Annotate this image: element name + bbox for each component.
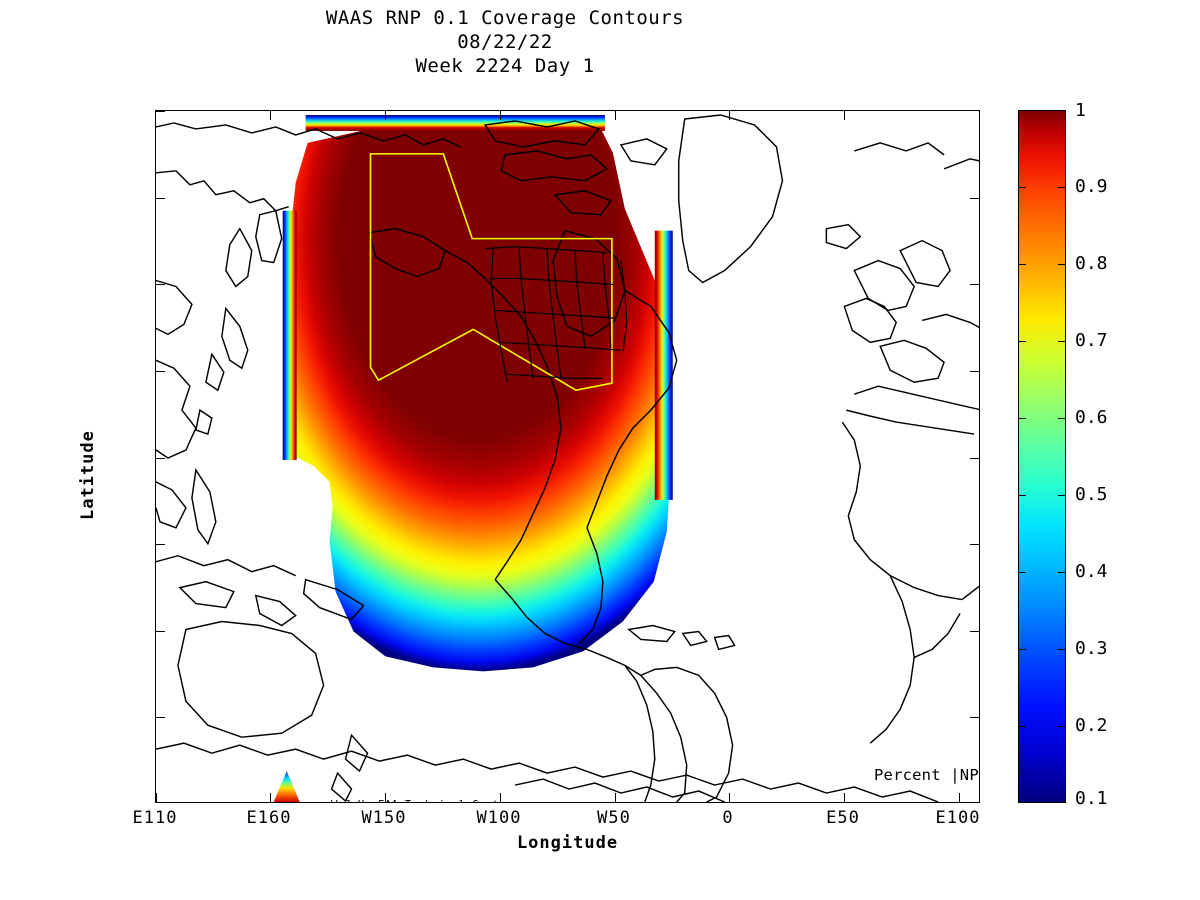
colorbar-label-0: 1 — [1075, 100, 1086, 121]
x-tick-2 — [385, 793, 386, 802]
y-tick-r1 — [970, 198, 979, 199]
x-tick-label-4: W50 — [597, 808, 631, 828]
map-canvas — [156, 114, 979, 802]
coverage-north-edge — [305, 114, 605, 131]
colorbar-tick-8 — [1018, 726, 1026, 727]
colorbar-tick-r3 — [1058, 341, 1066, 342]
colorbar-tick-3 — [1018, 341, 1026, 342]
coverage-region — [284, 116, 672, 672]
y-tick-2 — [156, 284, 165, 285]
x-tick-7 — [959, 793, 960, 802]
x-tick-label-1: E160 — [246, 808, 292, 828]
y-tick-0 — [156, 111, 165, 112]
coverage-east-edge — [654, 230, 673, 500]
colorbar-label-3: 0.7 — [1075, 330, 1108, 351]
x-axis-title: Longitude — [516, 833, 619, 853]
colorbar-label-2: 0.8 — [1075, 253, 1108, 274]
colorbar-tick-4 — [1018, 418, 1026, 419]
x-tick-top-4 — [615, 111, 616, 120]
colorbar-label-8: 0.2 — [1075, 715, 1108, 736]
colorbar-tick-5 — [1018, 495, 1026, 496]
colorbar-tick-1 — [1018, 187, 1026, 188]
colorbar-tick-r7 — [1058, 649, 1066, 650]
title-line-1: WAAS RNP 0.1 Coverage Contours — [325, 7, 685, 29]
y-tick-1 — [156, 198, 165, 199]
colorbar-tick-r1 — [1058, 187, 1066, 188]
title-line-3: Week 2224 Day 1 — [415, 55, 595, 77]
coverage-contour-field — [273, 114, 673, 802]
map-plot-area[interactable]: W.J.H. FAA Technical Center WAAS Test Te… — [155, 110, 980, 803]
x-tick-top-3 — [500, 111, 501, 120]
colorbar-label-5: 0.5 — [1075, 484, 1108, 505]
colorbar-label-4: 0.6 — [1075, 407, 1108, 428]
x-tick-top-5 — [729, 111, 730, 120]
plot-title-block: WAAS RNP 0.1 Coverage Contours 08/22/22 … — [0, 6, 1010, 78]
y-tick-r2 — [970, 284, 979, 285]
coverage-west-edge — [282, 210, 297, 460]
colorbar-label-9: 0.1 — [1075, 788, 1108, 809]
y-tick-r6 — [970, 631, 979, 632]
y-tick-r3 — [970, 371, 979, 372]
colorbar-tick-2 — [1018, 264, 1026, 265]
x-tick-1 — [270, 793, 271, 802]
y-tick-5 — [156, 544, 165, 545]
credit-line-1: W.J.H. FAA Technical Center — [331, 799, 512, 802]
x-tick-label-7: E100 — [935, 808, 981, 828]
title-line-2: 08/22/22 — [457, 31, 553, 53]
colorbar-label-1: 0.9 — [1075, 176, 1108, 197]
colorbar-tick-6 — [1018, 572, 1026, 573]
x-tick-top-2 — [385, 111, 386, 120]
npa-coverage-stats: Percent |NPA Service Area Avail. | Cover… — [874, 738, 979, 802]
colorbar-label-7: 0.3 — [1075, 638, 1108, 659]
x-tick-3 — [500, 793, 501, 802]
y-tick-r5 — [970, 544, 979, 545]
y-tick-r7 — [970, 717, 979, 718]
colorbar-label-6: 0.4 — [1075, 561, 1108, 582]
stats-header: Percent |NPA Service Area — [874, 766, 979, 784]
coverage-antarctic-blip — [273, 771, 300, 802]
x-tick-label-5: 0 — [722, 808, 734, 828]
x-tick-label-6: E50 — [826, 808, 860, 828]
credit-block: W.J.H. FAA Technical Center WAAS Test Te… — [331, 799, 512, 802]
y-tick-3 — [156, 371, 165, 372]
x-tick-4 — [615, 793, 616, 802]
x-tick-label-3: W100 — [476, 808, 522, 828]
y-tick-6 — [156, 631, 165, 632]
colorbar-tick-r5 — [1058, 495, 1066, 496]
x-tick-6 — [844, 793, 845, 802]
y-tick-r4 — [970, 458, 979, 459]
us-state-boundaries — [485, 246, 628, 383]
x-tick-top-1 — [270, 111, 271, 120]
colorbar-tick-r6 — [1058, 572, 1066, 573]
y-tick-4 — [156, 458, 165, 459]
x-tick-label-2: W150 — [361, 808, 407, 828]
y-axis-title: Latitude — [78, 430, 98, 520]
colorbar-tick-r8 — [1058, 726, 1066, 727]
y-tick-7 — [156, 717, 165, 718]
coastlines — [156, 114, 979, 802]
x-tick-label-0: E110 — [132, 808, 178, 828]
colorbar-tick-r4 — [1058, 418, 1066, 419]
colorbar[interactable] — [1018, 110, 1066, 803]
x-tick-0 — [156, 793, 157, 802]
x-tick-top-6 — [844, 111, 845, 120]
colorbar-tick-r2 — [1058, 264, 1066, 265]
colorbar-tick-7 — [1018, 649, 1026, 650]
x-tick-5 — [729, 793, 730, 802]
npa-service-area-outline — [369, 153, 613, 392]
